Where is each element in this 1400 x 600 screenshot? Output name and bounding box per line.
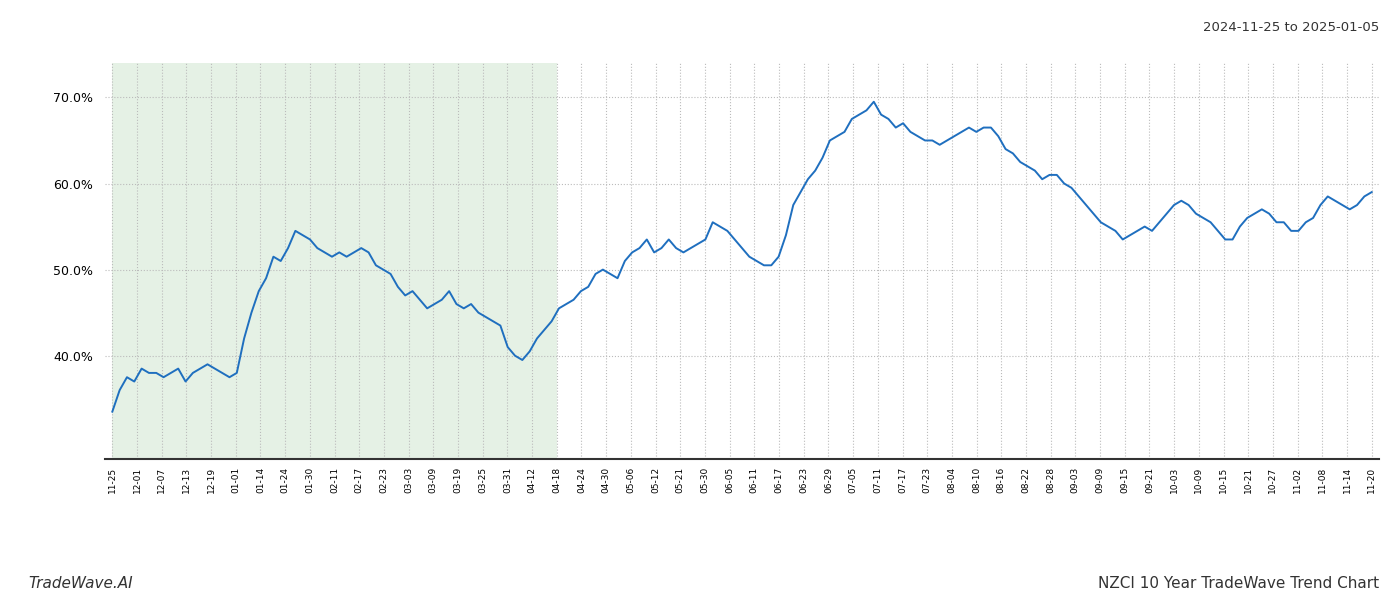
Bar — [112, 63, 557, 459]
Text: 2024-11-25 to 2025-01-05: 2024-11-25 to 2025-01-05 — [1203, 21, 1379, 34]
Text: TradeWave.AI: TradeWave.AI — [28, 576, 133, 591]
Text: NZCI 10 Year TradeWave Trend Chart: NZCI 10 Year TradeWave Trend Chart — [1098, 576, 1379, 591]
